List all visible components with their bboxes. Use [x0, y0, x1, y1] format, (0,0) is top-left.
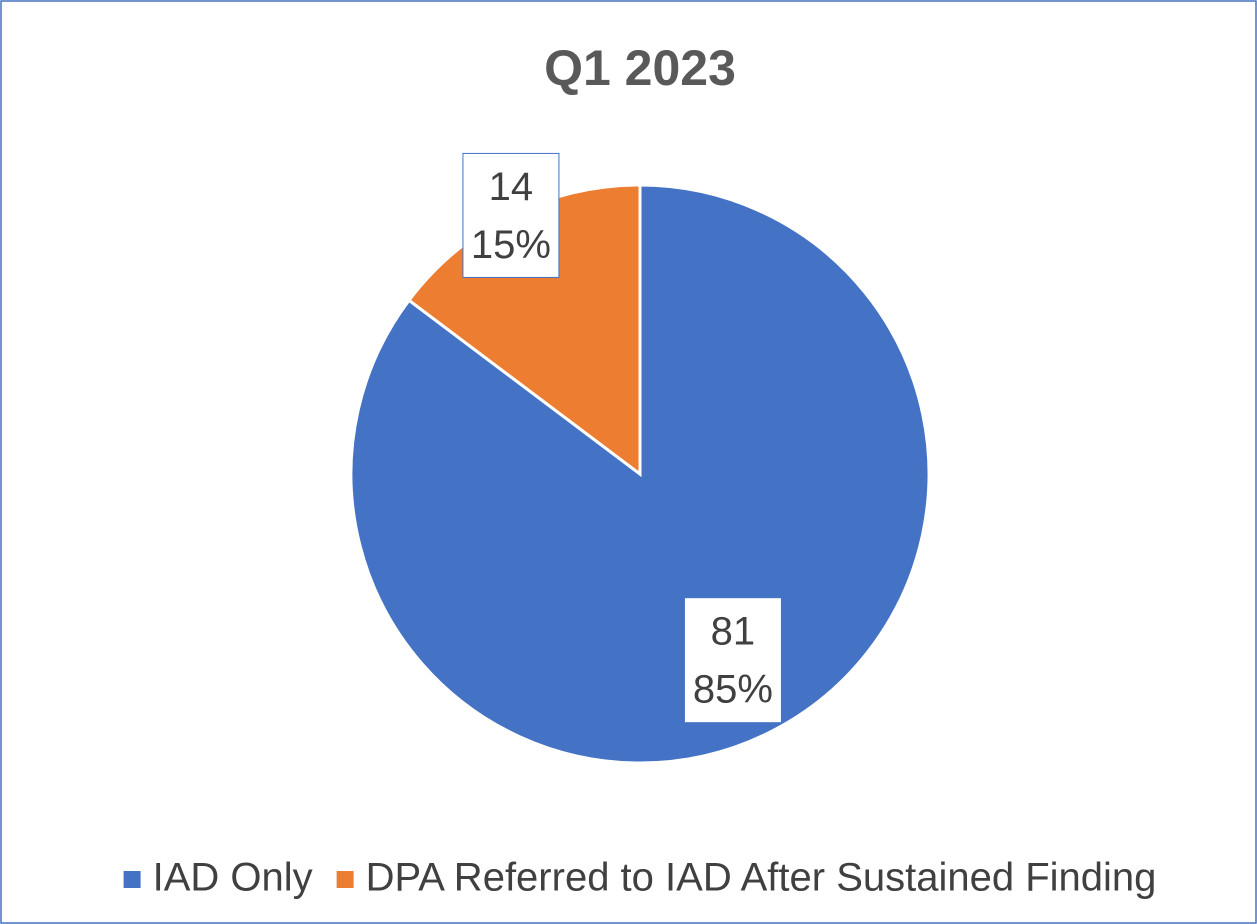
- data-label-value: 14: [489, 165, 534, 209]
- legend-label: IAD Only: [153, 856, 313, 900]
- legend-label: DPA Referred to IAD After Sustained Find…: [366, 856, 1157, 900]
- data-label-value: 81: [711, 610, 756, 654]
- data-label-percent: 85%: [693, 668, 773, 712]
- chart-title: Q1 2023: [544, 40, 736, 96]
- legend-swatch: [336, 871, 354, 888]
- pie-slice: [349, 183, 931, 765]
- legend-swatch: [123, 871, 141, 888]
- data-label-box: [684, 598, 781, 723]
- data-label-percent: 15%: [471, 223, 551, 267]
- data-label-box: [462, 152, 560, 278]
